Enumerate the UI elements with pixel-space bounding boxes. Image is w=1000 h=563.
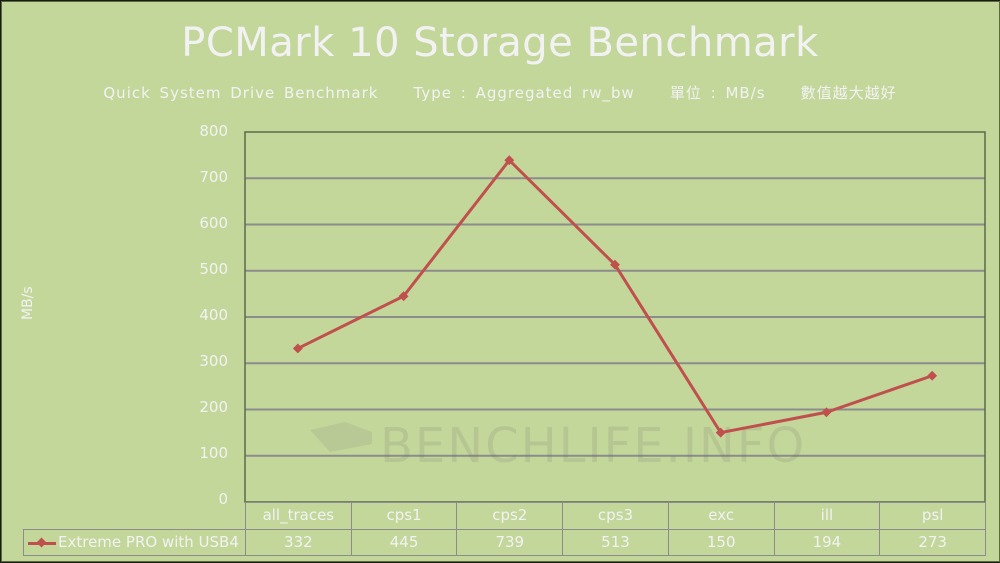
- y-tick-200: 200: [199, 398, 228, 416]
- y-tick-0: 0: [218, 490, 228, 508]
- table-header-exc: exc: [667, 502, 775, 530]
- data-point-exc: [715, 427, 726, 438]
- table-value-cps1: 445: [350, 529, 458, 556]
- series-markers: [292, 155, 938, 438]
- data-point-ill: [821, 407, 832, 418]
- y-tick-300: 300: [199, 352, 228, 370]
- table-header-cps1: cps1: [350, 502, 458, 530]
- watermark: BENCHLIFE.INFO: [310, 418, 806, 474]
- data-point-cps1: [398, 291, 409, 302]
- table-header-all_traces: all_traces: [245, 502, 352, 530]
- y-tick-400: 400: [199, 306, 228, 324]
- y-tick-600: 600: [199, 214, 228, 232]
- table-header-ill: ill: [773, 502, 881, 530]
- table-header-cps2: cps2: [456, 502, 564, 530]
- legend-cell: Extreme PRO with USB4: [23, 529, 246, 556]
- table-value-all_traces: 332: [245, 529, 352, 556]
- y-tick-500: 500: [199, 260, 228, 278]
- table-value-exc: 150: [667, 529, 775, 556]
- gridlines: [245, 177, 985, 457]
- table-header-cps3: cps3: [562, 502, 669, 530]
- svg-text:BENCHLIFE.INFO: BENCHLIFE.INFO: [380, 418, 806, 474]
- series-line-extreme-pro: [297, 157, 933, 435]
- data-point-cps3: [610, 259, 620, 270]
- table-value-ill: 194: [773, 529, 881, 556]
- y-tick-100: 100: [199, 444, 228, 462]
- data-point-cps2: [504, 155, 515, 166]
- y-tick-700: 700: [199, 168, 228, 186]
- chart-title: PCMark 10 Storage Benchmark: [181, 20, 819, 66]
- y-tick-800: 800: [199, 122, 228, 140]
- data-point-psl: [927, 370, 938, 381]
- data-point-all_traces: [292, 343, 303, 354]
- table-value-psl: 273: [879, 529, 986, 556]
- legend-label: Extreme PRO with USB4: [58, 533, 239, 551]
- legend-line-diamond-icon: [28, 538, 56, 548]
- chart-subtitle: Quick System Drive Benchmark Type : Aggr…: [103, 84, 897, 102]
- table-value-cps3: 513: [562, 529, 669, 556]
- table-value-cps2: 739: [456, 529, 564, 556]
- table-header-psl: psl: [879, 502, 986, 530]
